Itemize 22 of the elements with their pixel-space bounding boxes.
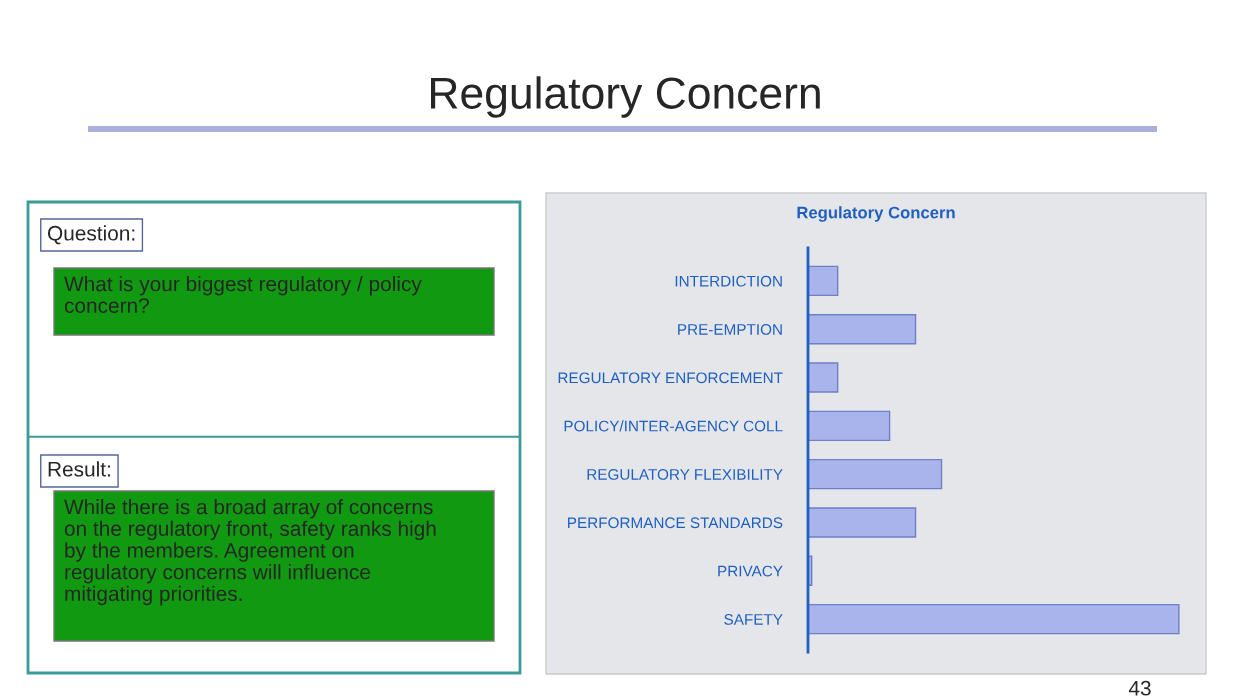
bar [808,265,839,297]
bar [808,362,839,393]
y-tick-label: INTERDICTION [675,275,782,287]
y-tick-label: PRIVACY [718,565,783,577]
text: Result: [48,461,110,477]
bar [808,313,917,345]
y-tick-label: PRE-EMPTION [678,324,782,335]
bar [808,507,917,538]
text: 43 [1128,680,1151,696]
y-tick-label: REGULATORY FLEXIBILITY [587,469,783,480]
y-tick-label: POLICY/INTER-AGENCY COLL [564,420,783,432]
text: What is your biggest regulatory / policy concern? [64,276,422,313]
y-tick-label: PERFORMANCE STANDARDS [568,517,783,529]
text: Question: [47,225,135,245]
chart-title: Regulatory Concern [431,76,820,118]
chart-subtitle: Regulatory Concern [797,206,955,222]
bar [808,603,1180,635]
bar [808,458,943,490]
bar [808,410,891,442]
text: While there is a broad array of concerns on the regulatory front, safety ranks high by the members. Agreement on regulatory concerns will influence mitigating priorities. [64,499,436,606]
y-tick-label: REGULATORY ENFORCEMENT [558,372,783,384]
y-tick-label: SAFETY [724,614,783,625]
